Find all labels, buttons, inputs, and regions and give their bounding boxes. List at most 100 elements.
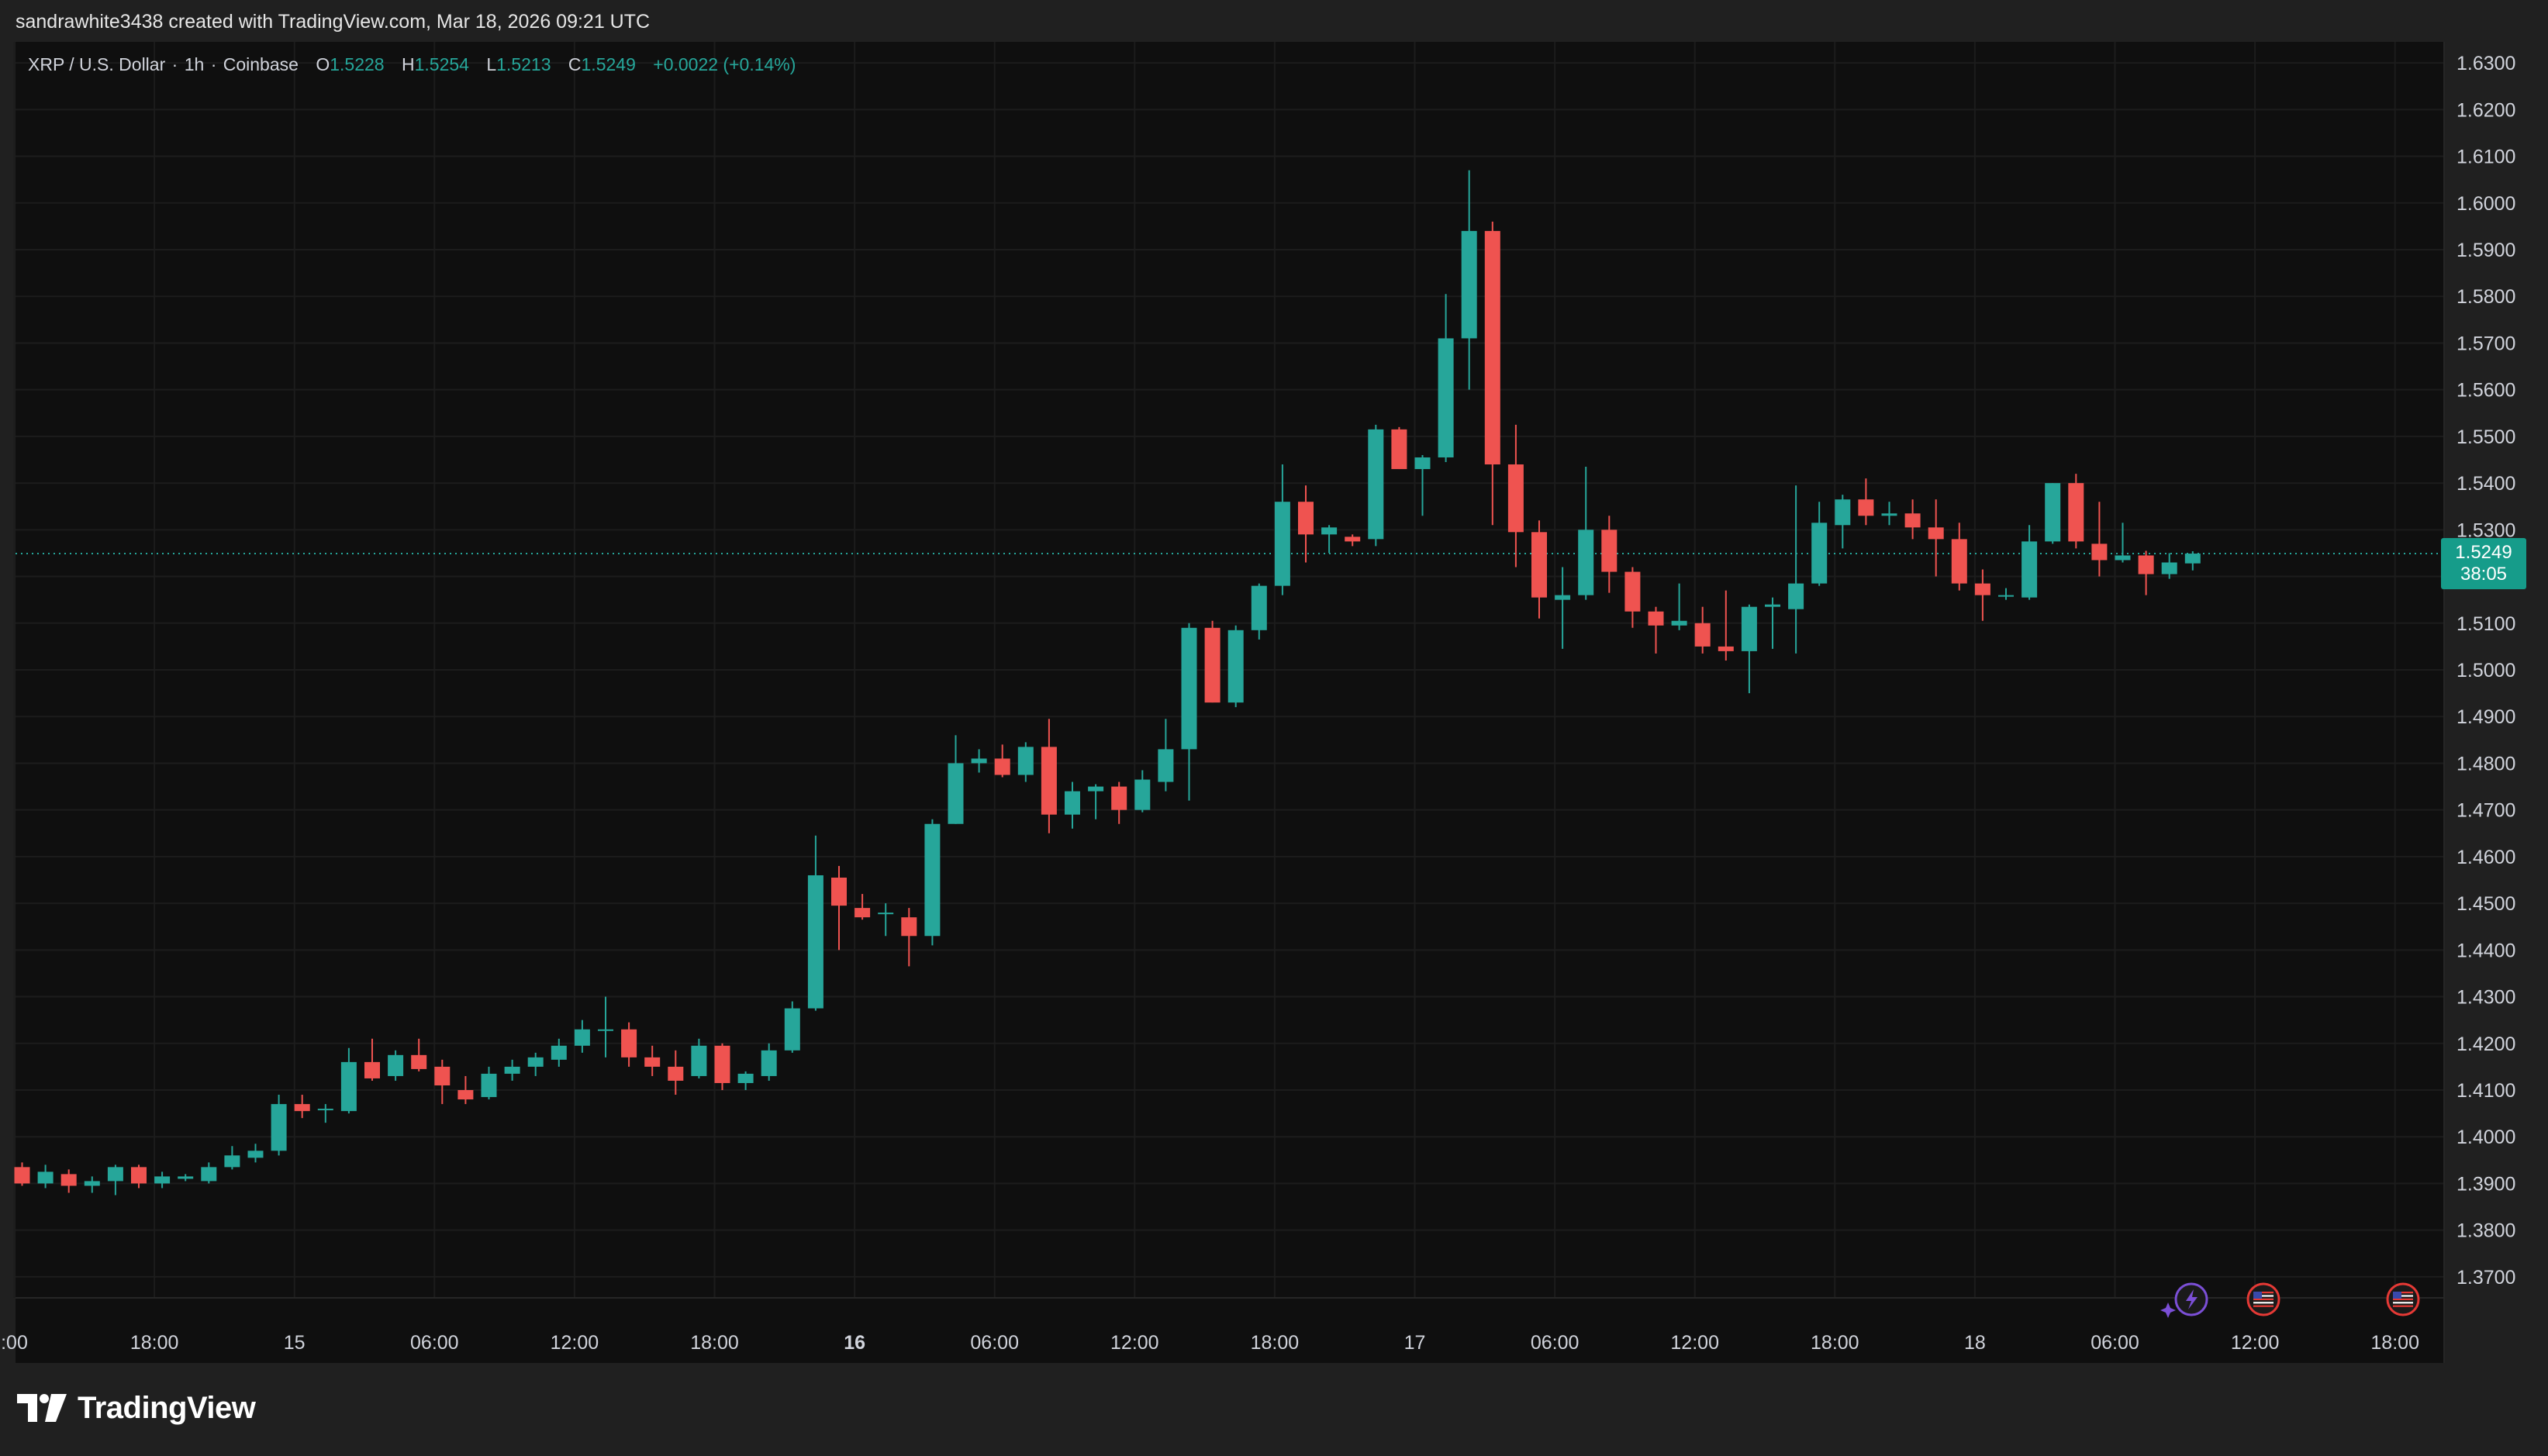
candle-body — [294, 1104, 310, 1112]
price-axis[interactable]: 1.6300 1.6200 1.6100 1.6000 1.5900 1.5800 1.57… — [2457, 53, 2515, 1289]
candle-body — [1671, 620, 1687, 626]
earnings-lightning-icon[interactable] — [2160, 1282, 2208, 1318]
interval-label[interactable]: 1h — [184, 54, 205, 74]
candle-body — [621, 1029, 637, 1057]
candle-body — [84, 1181, 100, 1186]
candle — [551, 1038, 567, 1067]
price-tick-label: 1.4500 — [2457, 893, 2515, 915]
candle — [1158, 719, 1174, 792]
time-tick-label: 12:00 — [1670, 1332, 1719, 1354]
price-tick-label: 1.5600 — [2457, 380, 2515, 402]
candle — [1835, 495, 1851, 549]
candle-body — [1391, 429, 1407, 470]
candle-body — [668, 1066, 684, 1081]
candle — [2161, 553, 2177, 579]
us-flag-event-icon[interactable] — [2386, 1282, 2420, 1316]
top-bar: sandrawhite3438 created with TradingView… — [0, 0, 2548, 42]
candle — [1788, 485, 1804, 654]
candle-body — [1414, 457, 1431, 470]
candle-body — [201, 1167, 217, 1182]
symbol-legend[interactable]: XRP / U.S. Dollar · 1h · Coinbase O1.522… — [28, 54, 796, 75]
price-tick-label: 1.4800 — [2457, 753, 2515, 775]
candle — [1974, 569, 1990, 621]
high-label: H — [401, 54, 415, 74]
candle-body — [948, 763, 964, 824]
time-tick-label: 12:00 — [2231, 1332, 2280, 1354]
candle-body — [1438, 338, 1454, 457]
last-price-value: 1.5249 — [2455, 542, 2512, 563]
candles — [14, 170, 2201, 1196]
price-tick-label: 1.5800 — [2457, 286, 2515, 308]
candle-body — [598, 1029, 613, 1031]
candle — [714, 1043, 730, 1091]
us-flag-event-icon[interactable] — [2246, 1282, 2280, 1316]
candle-body — [2115, 555, 2131, 561]
sparkle-glyph — [2160, 1302, 2176, 1318]
candle-body — [504, 1066, 520, 1074]
time-tick-label: 06:00 — [1531, 1332, 1580, 1354]
candle-body — [2045, 483, 2061, 542]
candle-body — [2161, 562, 2177, 574]
candle — [178, 1174, 194, 1182]
event-markers[interactable] — [2160, 1282, 2420, 1318]
time-tick-label: 18:00 — [130, 1332, 179, 1354]
candle-body — [901, 917, 917, 937]
candle-body — [457, 1090, 474, 1100]
candle-body — [1835, 499, 1851, 526]
price-tick-label: 1.4700 — [2457, 800, 2515, 822]
candle-body — [551, 1045, 567, 1060]
footer-bar — [0, 1363, 2548, 1456]
flag-stripe — [2393, 1292, 2413, 1294]
symbol-name[interactable]: XRP / U.S. Dollar — [28, 54, 166, 74]
candle — [1998, 588, 2014, 600]
tradingview-logo[interactable]: TradingView — [17, 1389, 256, 1427]
candle-body — [1531, 532, 1547, 598]
candle — [1648, 606, 1664, 654]
candle-body — [411, 1054, 427, 1069]
candle-body — [994, 758, 1010, 775]
price-tick-label: 1.3700 — [2457, 1267, 2515, 1289]
candle — [1507, 424, 1524, 568]
time-tick-label: 12:00 — [1110, 1332, 1159, 1354]
price-tick-label: 1.5900 — [2457, 240, 2515, 261]
candle — [2045, 483, 2061, 544]
candle-body — [271, 1104, 287, 1151]
candle-body — [878, 913, 894, 915]
flag-stripe — [2253, 1292, 2274, 1294]
candle — [1414, 454, 1431, 516]
price-tick-label: 1.5300 — [2457, 519, 2515, 541]
time-tick-label: 17 — [1404, 1332, 1426, 1354]
candle — [1601, 516, 1618, 593]
low-value: 1.5213 — [496, 54, 551, 74]
price-tick-label: 1.5500 — [2457, 426, 2515, 448]
flag-stripe — [2253, 1295, 2274, 1297]
flag-stripe — [2253, 1298, 2274, 1300]
attribution-text: sandrawhite3438 created with TradingView… — [16, 11, 651, 33]
candle — [1578, 467, 1594, 600]
time-axis[interactable]: :00 18:00 15 06:00 12:00 18:00 16 06:00 12:00 18:… — [1, 1332, 2419, 1354]
candle — [457, 1075, 474, 1105]
candle-body — [1648, 611, 1664, 626]
candle — [37, 1164, 54, 1189]
candle-body — [1811, 523, 1828, 584]
price-tick-label: 1.4200 — [2457, 1033, 2515, 1055]
candle-body — [1507, 464, 1524, 533]
chart-canvas[interactable]: 1.6300 1.6200 1.6100 1.6000 1.5900 1.5800 1.57… — [0, 42, 2548, 1363]
price-tick-label: 1.4400 — [2457, 940, 2515, 961]
candle-body — [1928, 527, 1944, 540]
candle — [294, 1095, 310, 1119]
candle — [1204, 620, 1220, 703]
candle-body — [807, 875, 823, 1009]
candle — [271, 1095, 287, 1156]
candle — [434, 1059, 451, 1105]
candle — [2091, 502, 2108, 577]
candle-body — [131, 1167, 147, 1184]
candle — [131, 1164, 147, 1189]
candle — [1017, 742, 1034, 782]
candle-body — [1158, 749, 1174, 782]
flag-stripe — [2393, 1295, 2413, 1297]
candle-body — [1065, 791, 1080, 815]
candle — [1531, 520, 1547, 619]
candle — [994, 744, 1010, 778]
brand-name: TradingView — [78, 1390, 256, 1425]
